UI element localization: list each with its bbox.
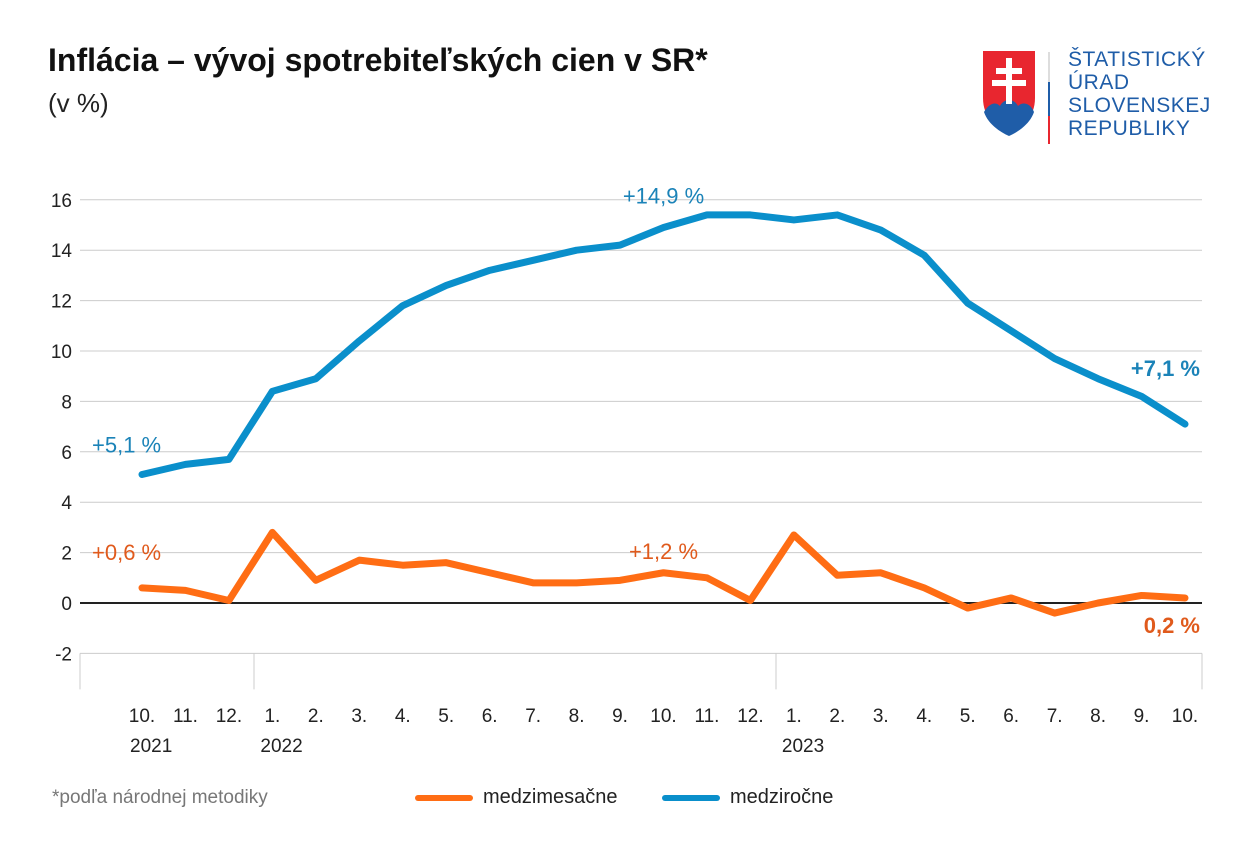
x-tick-label: 3. — [351, 706, 367, 727]
chart-subtitle: (v %) — [48, 88, 109, 118]
x-tick-label: 5. — [960, 706, 976, 727]
y-tick-label: 10 — [51, 342, 72, 363]
x-tick-label: 4. — [916, 706, 932, 727]
x-tick-label: 7. — [1047, 706, 1063, 727]
x-tick-label: 11. — [694, 706, 719, 727]
line-chart: -2 0 2 4 6 8 10 12 14 16 10. 11. 12. 1. 2. 3. 4. 5. 6. 7. 8.… — [51, 184, 1203, 757]
legend-item-yearly: medziročne — [662, 786, 833, 809]
data-annotation: +14,9 % — [623, 184, 704, 209]
data-annotation: 0,2 % — [1144, 613, 1200, 638]
logo-line: ÚRAD — [1068, 71, 1130, 94]
x-tick-label: 10. — [650, 706, 676, 727]
slovak-coat-of-arms-icon — [981, 49, 1050, 144]
legend-swatch — [662, 794, 720, 801]
x-tick-label: 4. — [395, 706, 411, 727]
logo-line: REPUBLIKY — [1068, 117, 1191, 140]
legend-label: medziročne — [730, 786, 834, 808]
x-tick-label: 8. — [1090, 706, 1106, 727]
logo-line: SLOVENSKEJ — [1068, 94, 1211, 117]
y-tick-label: 14 — [51, 241, 73, 262]
x-tick-label: 9. — [1134, 706, 1150, 727]
x-tick-label: 7. — [525, 706, 541, 727]
x-tick-label: 9. — [612, 706, 628, 727]
series-line-yearly — [138, 211, 1189, 478]
logo-text: ŠTATISTICKÝ ÚRAD SLOVENSKEJ REPUBLIKY — [1068, 48, 1211, 140]
y-tick-label: 6 — [61, 443, 72, 464]
x-tick-label: 11. — [173, 706, 198, 727]
data-annotation: +5,1 % — [92, 432, 161, 457]
x-tick-label: 12. — [216, 706, 242, 727]
x-tick-label: 5. — [438, 706, 454, 727]
x-tick-label: 2. — [829, 706, 845, 727]
x-year-label: 2021 — [130, 736, 172, 757]
y-tick-label: 12 — [51, 292, 72, 313]
chart-title: Inflácia – vývoj spotrebiteľských cien v… — [48, 42, 708, 78]
x-tick-label: 3. — [873, 706, 889, 727]
x-tick-label: 8. — [569, 706, 585, 727]
x-tick-label: 10. — [1172, 706, 1198, 727]
x-year-label: 2022 — [260, 736, 302, 757]
data-annotation: +1,2 % — [629, 539, 698, 564]
y-tick-label: 16 — [51, 191, 72, 212]
data-annotation: +0,6 % — [92, 540, 161, 565]
x-tick-label: 6. — [482, 706, 498, 727]
y-tick-label: 0 — [61, 594, 72, 615]
y-tick-label: -2 — [55, 644, 72, 665]
footnote: *podľa národnej metodiky — [52, 787, 268, 808]
x-tick-label: 2. — [308, 706, 324, 727]
x-tick-label: 6. — [1003, 706, 1019, 727]
y-tick-label: 2 — [61, 544, 72, 565]
data-annotation: +7,1 % — [1131, 356, 1200, 381]
logo-line: ŠTATISTICKÝ — [1068, 48, 1206, 71]
x-tick-label: 10. — [129, 706, 155, 727]
x-tick-label: 1. — [264, 706, 280, 727]
legend-item-monthly: medzimesačne — [415, 786, 618, 809]
x-tick-label: 12. — [737, 706, 763, 727]
y-tick-label: 4 — [61, 493, 72, 514]
x-tick-label: 1. — [786, 706, 802, 727]
x-year-label: 2023 — [782, 736, 824, 757]
legend-swatch — [415, 794, 473, 801]
y-tick-label: 8 — [61, 392, 72, 413]
legend-label: medzimesačne — [483, 786, 618, 808]
